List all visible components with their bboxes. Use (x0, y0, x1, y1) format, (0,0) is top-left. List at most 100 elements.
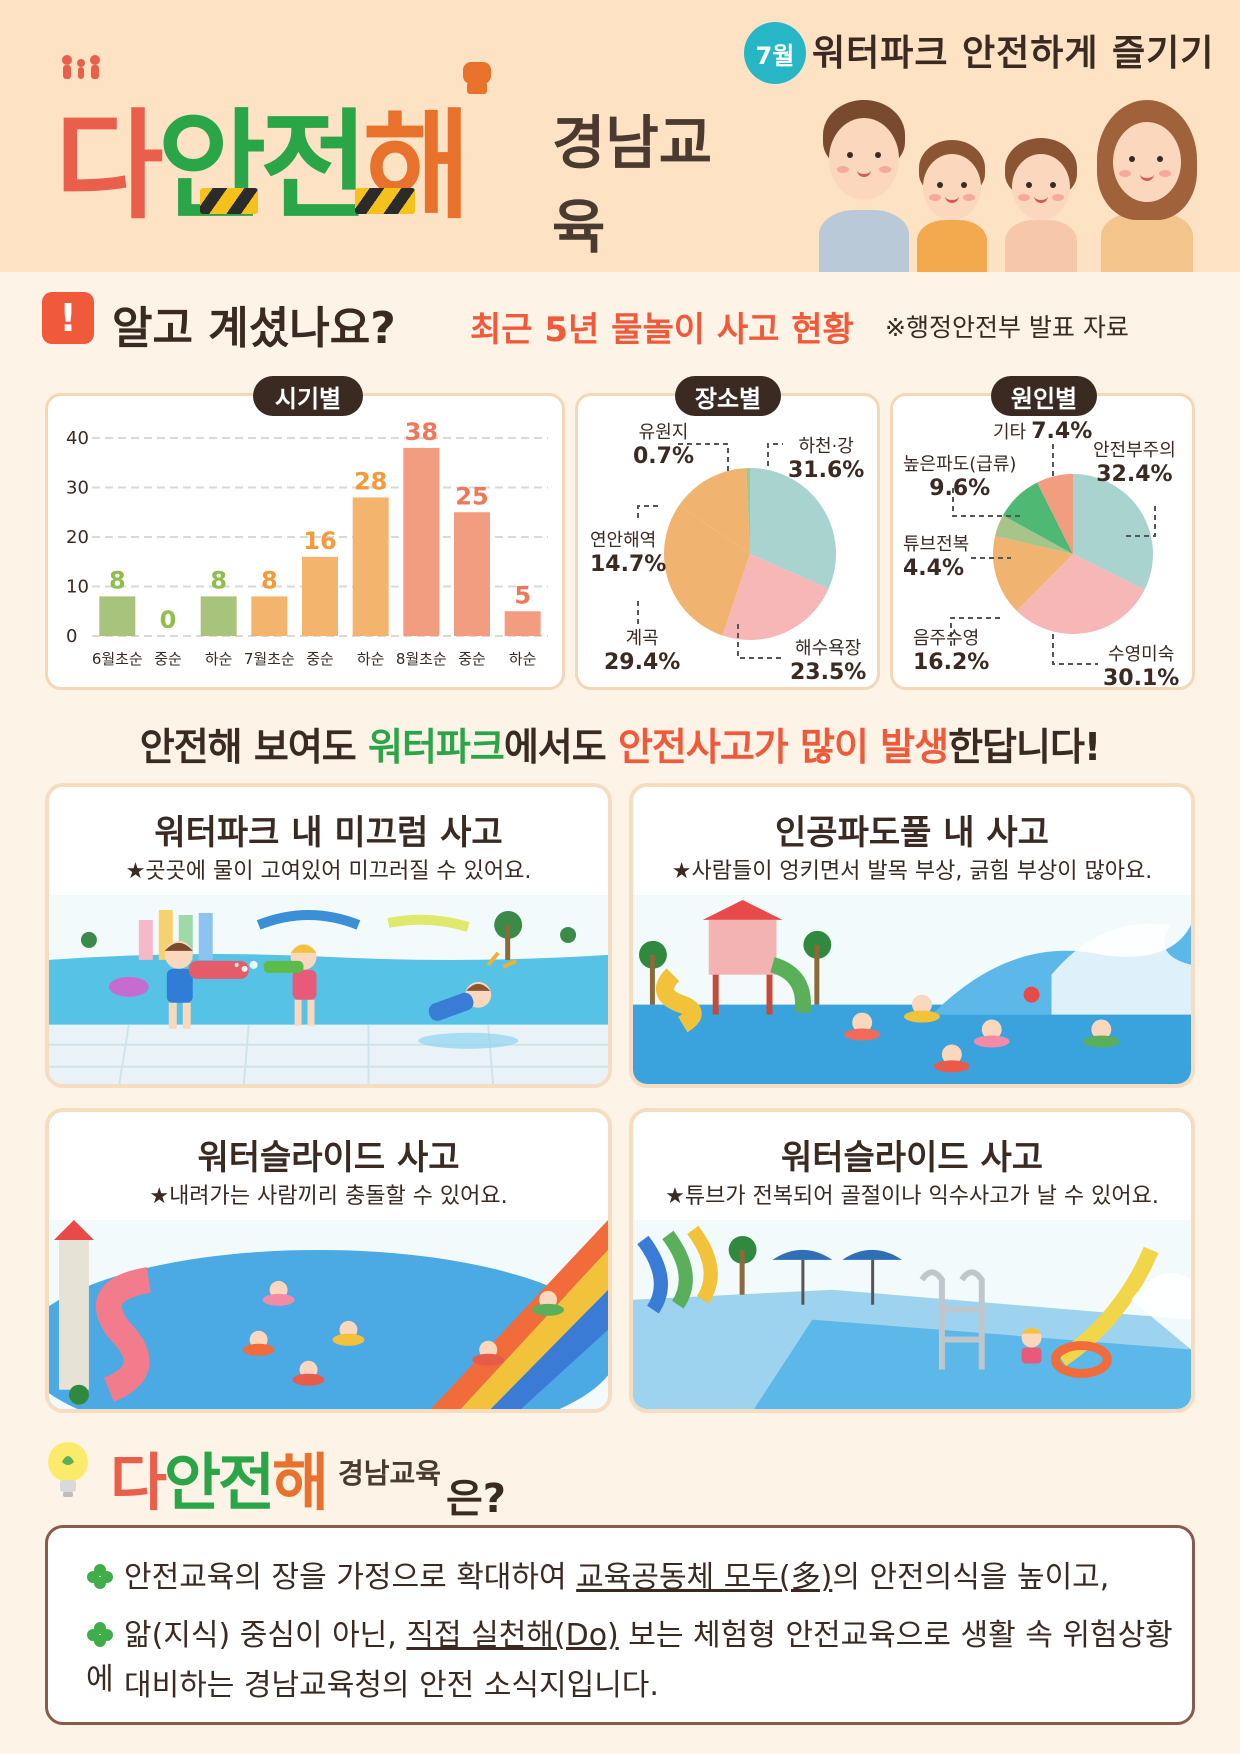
leader-line (767, 443, 783, 466)
bar-value-label: 8 (109, 566, 126, 594)
tagline: 안전해 보여도 워터파크에서도 안전사고가 많이 발생한답니다! (139, 725, 1101, 769)
bar-value-label: 25 (455, 482, 488, 510)
pie-label: 튜브전복 4.4% (903, 534, 970, 581)
chevron-stripe (200, 188, 258, 214)
x-tick-label: 8월초순 (396, 650, 447, 668)
about-suffix: 은? (446, 1476, 507, 1522)
pie-label: 연안해역 14.7% (590, 530, 667, 577)
pie-chart-place (637, 443, 836, 659)
pie-label: 음주수영 16.2% (913, 628, 990, 675)
leader-line (678, 443, 729, 471)
leader-line (952, 488, 1023, 517)
bar (454, 512, 490, 636)
leader-line (737, 624, 783, 659)
pie-slice (679, 468, 750, 554)
chart-tab-place: 장소별 (675, 376, 781, 416)
pie-slice (750, 468, 836, 589)
pie-label: 유원지 0.7% (633, 422, 695, 469)
newsletter-title: 워터파크 안전하게 즐기기 (812, 33, 1215, 74)
leader-line (1123, 506, 1156, 537)
exclamation-icon: ! (42, 292, 94, 344)
bar-value-label: 16 (303, 527, 336, 555)
card-slip-accident: 워터파크 내 미끄럼 사고 ★곳곳에 물이 고여있어 미끄러질 수 있어요. (45, 783, 612, 1088)
leader-line (1052, 634, 1098, 665)
bar-value-label: 8 (210, 566, 227, 594)
header-banner: 7월 워터파크 안전하게 즐기기 다안전해 경남교육 (0, 0, 1240, 272)
chevron-stripe (355, 188, 415, 214)
pie-label: 안전부주의 32.4% (1093, 440, 1176, 487)
wave-pool-illustration (633, 895, 1191, 1084)
water-slide-illustration (49, 1220, 608, 1409)
about-line-1: 안전교육의 장을 가정으로 확대하여 교육공동체 모두(多)의 안전의식을 높이… (86, 1552, 1109, 1596)
waterpark-play-illustration (49, 895, 608, 1084)
stats-subheading: 최근 5년 물놀이 사고 현황 (470, 310, 854, 350)
x-tick-label: 6월초순 (92, 650, 143, 668)
y-tick-label: 30 (66, 478, 89, 499)
month-badge: 7월 (744, 22, 806, 84)
bar (504, 611, 541, 636)
pie-slice (1002, 482, 1073, 554)
bar (99, 596, 136, 636)
clover-icon (87, 1564, 113, 1589)
bar-value-label: 38 (405, 418, 438, 446)
pie-chart-cause (950, 444, 1156, 665)
pie-slice (995, 515, 1073, 554)
x-tick-label: 중순 (458, 650, 486, 668)
card-title: 워터슬라이드 사고 (780, 1138, 1044, 1178)
pie-chart-place-panel: 장소별 유원지 0.7% 하천·강 31.6% 연안해역 14.7% 계곡 29.4% … (575, 376, 880, 690)
logo-subtitle: 경남교육 (552, 109, 713, 261)
card-tube-flip-accident: 워터슬라이드 사고 ★튜브가 전복되어 골절이나 익수사고가 날 수 있어요. (629, 1108, 1195, 1413)
stats-heading: 알고 계셨나요? (112, 303, 396, 354)
logo: 다안전해 경남교육 (55, 55, 755, 261)
x-tick-label: 7월초순 (244, 650, 295, 668)
clover-icon (87, 1622, 113, 1647)
chart-tab-period: 시기별 (253, 376, 363, 416)
pie-label: 계곡 29.4% (604, 628, 681, 675)
small-logo-subtitle: 경남교육 (338, 1457, 442, 1490)
logo-text: 다안전해 (55, 97, 471, 235)
pie-slice (1037, 474, 1073, 554)
pie-label: 하천·강 31.6% (788, 436, 865, 483)
card-description: ★내려가는 사람끼리 충돌할 수 있어요. (149, 1184, 508, 1209)
bar-chart: 0 10 20 30 40 8 6월초순 0 중순 8 하순 8 7월초순 16 중순 28 하순 38 8월초순 2… (66, 418, 548, 668)
about-line-3: 대비하는 경남교육청의 안전 소식지입니다. (124, 1668, 659, 1703)
x-tick-label: 하순 (509, 650, 537, 668)
pie-label: 높은파도(급류) 9.6% (903, 454, 1017, 501)
bar (302, 556, 338, 636)
bar (403, 447, 440, 636)
card-water-slide-collision: 워터슬라이드 사고 ★내려가는 사람끼리 충돌할 수 있어요. (45, 1108, 612, 1413)
y-tick-label: 20 (66, 527, 89, 548)
x-tick-label: 하순 (357, 650, 385, 668)
bar-chart-panel: 시기별 0 10 20 30 40 8 6월초순 0 중순 8 하순 8 7월초순 16 중순 28 하순 38 8… (45, 376, 565, 690)
chart-tab-cause: 원인별 (991, 376, 1097, 416)
bar-value-label: 28 (354, 467, 387, 495)
bar (251, 596, 288, 636)
y-tick-label: 0 (66, 626, 77, 647)
bar-value-label: 5 (514, 581, 531, 609)
pie-label: 수영미숙 30.1% (1103, 644, 1180, 691)
card-description: ★사람들이 엉키면서 발목 부상, 긁힘 부상이 많아요. (671, 859, 1153, 884)
bar-value-label: 8 (261, 566, 278, 594)
card-description: ★튜브가 전복되어 골절이나 익수사고가 날 수 있어요. (665, 1184, 1159, 1209)
small-logo-text: 다안전해 (110, 1446, 329, 1519)
x-tick-label: 하순 (205, 650, 233, 668)
y-tick-label: 40 (66, 428, 89, 449)
card-title: 워터슬라이드 사고 (197, 1138, 460, 1178)
family-illustration (815, 100, 1215, 272)
leader-line (950, 617, 1003, 646)
x-tick-label: 중순 (306, 650, 334, 668)
fist-icon (463, 62, 491, 94)
y-tick-label: 10 (66, 577, 89, 598)
pie-label: 해수욕장 23.5% (790, 638, 867, 685)
data-source-note: ※행정안전부 발표 자료 (885, 313, 1129, 342)
pie-slice (664, 505, 750, 636)
pie-chart-cause-panel: 원인별 기타 7.4% 안전부주의 32.4% 높은파도(급류) 9.6% 튜브전복… (890, 376, 1195, 691)
card-wave-pool-accident: 인공파도풀 내 사고 ★사람들이 엉키면서 발목 부상, 긁힘 부상이 많아요. (629, 783, 1195, 1088)
card-title: 인공파도풀 내 사고 (775, 813, 1049, 853)
card-description: ★곳곳에 물이 고여있어 미끄러질 수 있어요. (125, 859, 532, 884)
pie-slice (1016, 554, 1145, 634)
pie-slice (993, 535, 1073, 611)
pie-slice (1073, 474, 1153, 590)
leader-line (637, 505, 658, 521)
bar (352, 497, 389, 636)
